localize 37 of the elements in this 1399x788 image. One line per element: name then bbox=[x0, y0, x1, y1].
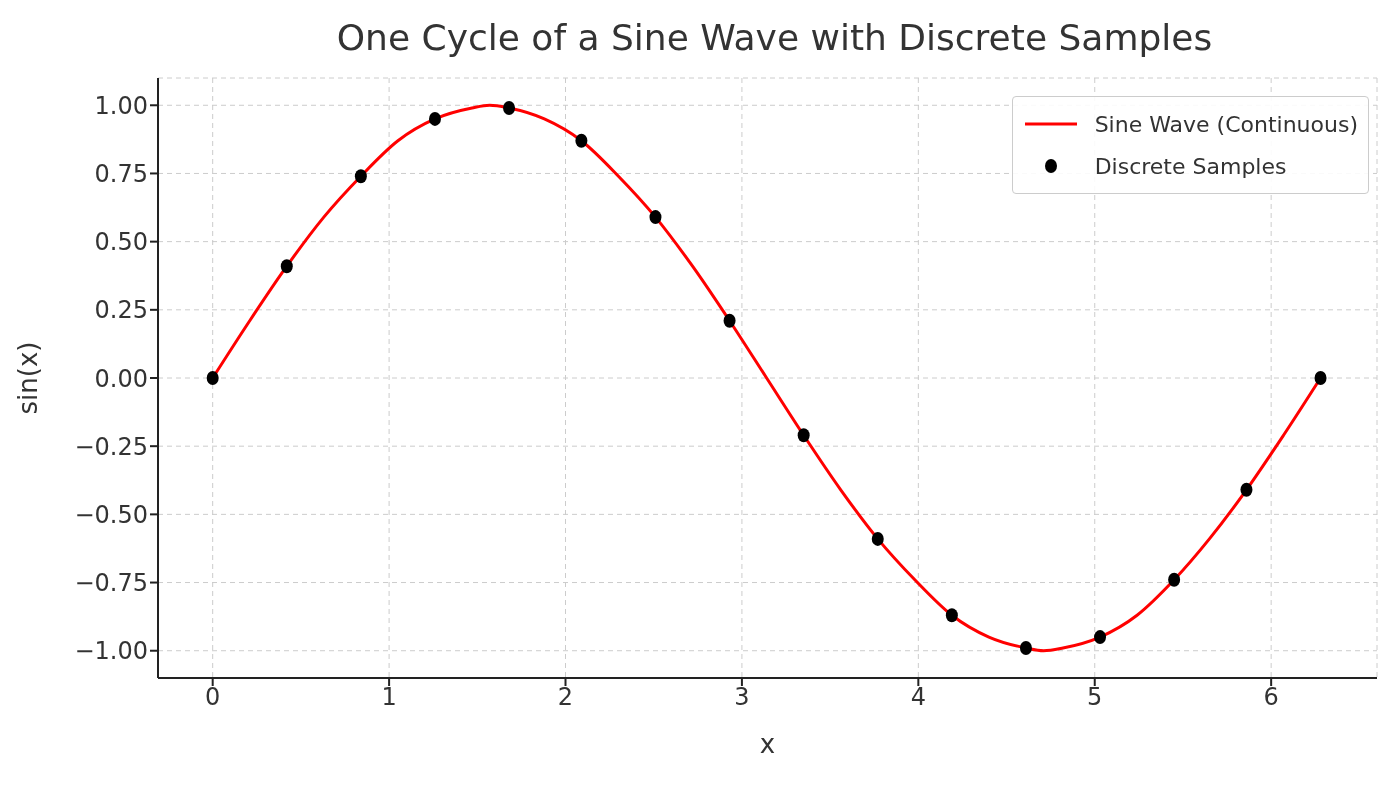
point bbox=[1168, 572, 1181, 587]
y-tick-label: 1.00 bbox=[94, 91, 148, 120]
point bbox=[649, 210, 662, 225]
x-tick-label: 1 bbox=[381, 683, 397, 712]
point bbox=[723, 313, 736, 328]
point bbox=[503, 101, 516, 115]
point bbox=[354, 169, 367, 184]
y-tick-label: −1.00 bbox=[74, 637, 148, 666]
y-tick-label: 0.50 bbox=[94, 228, 148, 257]
point bbox=[1019, 641, 1032, 655]
point bbox=[797, 428, 810, 443]
x-tick-label: 4 bbox=[910, 683, 926, 712]
y-axis-title: sin(x) bbox=[13, 341, 44, 415]
x-tick-label: 3 bbox=[734, 683, 750, 712]
y-tick-label: 0.75 bbox=[94, 159, 148, 188]
point bbox=[575, 133, 588, 148]
y-tick-label: 0.00 bbox=[94, 364, 148, 393]
legend-label: Discrete Samples bbox=[1094, 153, 1287, 179]
point bbox=[206, 371, 219, 385]
point bbox=[871, 531, 884, 546]
y-tick-label: −0.25 bbox=[74, 432, 148, 461]
legend-label: Sine Wave (Continuous) bbox=[1094, 111, 1358, 137]
x-tick-label: 6 bbox=[1263, 683, 1279, 712]
x-tick-label: 5 bbox=[1087, 683, 1103, 712]
point bbox=[280, 259, 293, 274]
point bbox=[945, 608, 958, 623]
point bbox=[428, 111, 441, 126]
y-tick-label: −0.75 bbox=[74, 569, 148, 598]
x-axis-title: x bbox=[759, 729, 776, 759]
y-tick-label: −0.50 bbox=[74, 500, 148, 529]
chart-title: One Cycle of a Sine Wave with Discrete Samples bbox=[335, 16, 1214, 60]
x-tick-label: 2 bbox=[557, 683, 574, 712]
point bbox=[1094, 630, 1107, 645]
x-tick-label: 0 bbox=[205, 683, 221, 712]
y-tick-label: 0.25 bbox=[94, 296, 148, 325]
point bbox=[1240, 482, 1253, 497]
point bbox=[1314, 371, 1327, 385]
